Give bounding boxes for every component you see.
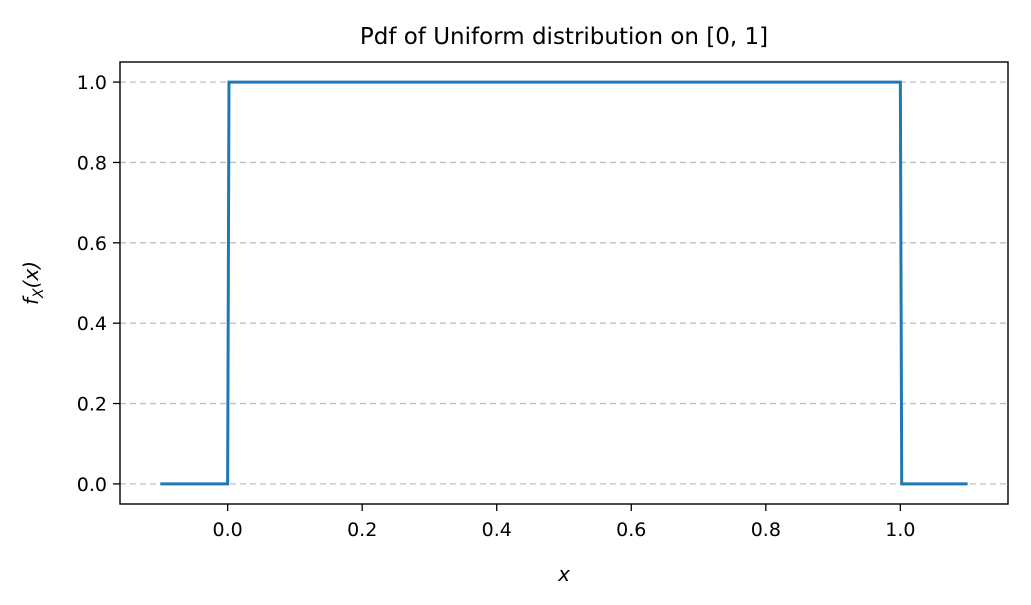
y-axis-label-base: f xyxy=(19,295,43,305)
y-axis-label-subscript: X xyxy=(31,288,47,299)
y-tick-label-5: 1.0 xyxy=(77,72,107,94)
y-tick-label-2: 0.4 xyxy=(77,313,107,335)
y-tick-layer: 0.0 0.2 0.4 0.6 0.8 1.0 xyxy=(77,72,120,496)
plot-frame xyxy=(119,61,1009,505)
y-tick-label-3: 0.6 xyxy=(77,233,107,255)
series-layer xyxy=(160,80,968,486)
y-tick-label-1: 0.2 xyxy=(77,394,107,416)
chart-title: Pdf of Uniform distribution on [0, 1] xyxy=(360,24,768,50)
x-tick-label-0: 0.0 xyxy=(213,519,243,541)
x-tick-label-3: 0.6 xyxy=(616,519,646,541)
x-axis-label: x xyxy=(557,562,570,586)
x-tick-layer: 0.0 0.2 0.4 0.6 0.8 1.0 xyxy=(213,504,915,541)
y-axis-label: fX(x) xyxy=(19,261,47,305)
series-line-0 xyxy=(160,80,968,486)
y-tick-label-0: 0.0 xyxy=(77,474,107,496)
grid-layer xyxy=(120,81,1008,485)
x-tick-label-4: 0.8 xyxy=(751,519,781,541)
y-tick-label-4: 0.8 xyxy=(77,152,107,174)
y-axis-label-argument: (x) xyxy=(19,261,43,288)
x-tick-label-1: 0.2 xyxy=(347,519,377,541)
x-tick-label-2: 0.4 xyxy=(482,519,512,541)
x-tick-label-5: 1.0 xyxy=(885,519,915,541)
